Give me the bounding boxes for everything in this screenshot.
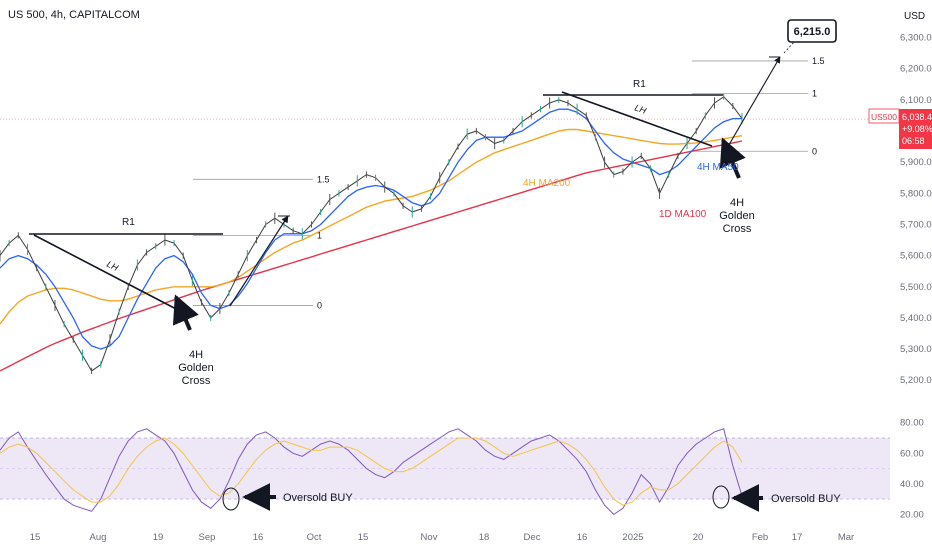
- ma50-label: 4H MA50: [697, 162, 739, 173]
- xtick-7: Nov: [421, 532, 438, 543]
- xtick-5: Oct: [307, 532, 322, 543]
- ytick-main-11: 6,300.0: [900, 33, 932, 44]
- xtick-4: 16: [253, 532, 264, 543]
- xtick-12: 20: [693, 532, 704, 543]
- target-box: [787, 19, 837, 43]
- lh-left-label: LH: [105, 259, 120, 273]
- golden-cross-left-arrow: [172, 294, 199, 331]
- series-ma100-1d-line: [0, 140, 743, 372]
- oversold-left-circle: [222, 487, 240, 511]
- fib-right-0-label: 0: [812, 146, 817, 156]
- ma200-label: 4H MA200: [523, 178, 571, 189]
- fib-left-1-5-label: 1.5: [317, 174, 330, 184]
- ytick-main-3: 5,500.0: [900, 282, 932, 293]
- ticker-badge-text: US500: [871, 112, 897, 122]
- xtick-3: Sep: [199, 532, 216, 543]
- fib-left-1-label: 1: [317, 230, 322, 240]
- xtick-15: Mar: [838, 532, 854, 543]
- rally-left-arrow: [229, 215, 289, 307]
- ytick-main-1: 5,300.0: [900, 344, 932, 355]
- xtick-8: 18: [479, 532, 490, 543]
- series-ma50-line: [0, 108, 742, 350]
- target-label: 6,215.0: [794, 26, 831, 38]
- golden-cross-right-arrow: [719, 137, 746, 179]
- price-badge: [899, 109, 932, 149]
- xtick-11: 2025: [622, 532, 643, 543]
- currency-label[interactable]: USD: [904, 11, 926, 22]
- ytick-rsi-0: 20.00: [900, 509, 924, 520]
- series-rsi-ma-line: [0, 437, 743, 506]
- xtick-6: 15: [358, 532, 369, 543]
- fib-right-1-label: 1: [812, 89, 817, 99]
- fib-left-0-label: 0: [317, 300, 322, 310]
- xtick-2: 19: [153, 532, 164, 543]
- ytick-main-0: 5,200.0: [900, 375, 932, 386]
- lh-right-line: [561, 91, 713, 147]
- chart-header: US 500, 4h, CAPITALCOM: [8, 9, 140, 21]
- oversold-right-circle: [712, 485, 730, 509]
- ytick-main-4: 5,600.0: [900, 251, 932, 262]
- ytick-main-9: 6,100.0: [900, 95, 932, 106]
- golden-cross-left-text-2: Cross: [182, 375, 211, 387]
- golden-cross-left-text-1: Golden: [178, 362, 213, 374]
- series-price-line: [0, 96, 743, 372]
- symbol-line: US 500, 4h, CAPITALCOM: [8, 9, 140, 21]
- ytick-rsi-3: 80.00: [900, 418, 924, 429]
- ytick-main-10: 6,200.0: [900, 64, 932, 75]
- price-badge-countdown: 06:58: [902, 136, 925, 146]
- ytick-main-5: 5,700.0: [900, 219, 932, 230]
- fib-right-1-5-label: 1.5: [812, 56, 825, 66]
- ma100-label: 1D MA100: [659, 209, 707, 220]
- xtick-0: 15: [30, 532, 41, 543]
- ytick-rsi-1: 40.00: [900, 479, 924, 490]
- lh-left-line: [33, 234, 181, 312]
- series-ma200-line: [0, 128, 743, 325]
- projection-arrow: [725, 56, 781, 151]
- golden-cross-right-text-1: Golden: [719, 210, 754, 222]
- xtick-10: 16: [577, 532, 588, 543]
- lh-right-label: LH: [633, 102, 648, 116]
- ytick-main-7: 5,900.0: [900, 157, 932, 168]
- r1-right-label: R1: [633, 79, 646, 90]
- oversold-right-label: Oversold BUY: [771, 493, 841, 505]
- price-badge-price: 6,038.4: [902, 112, 932, 122]
- xtick-13: Feb: [752, 532, 768, 543]
- golden-cross-right-text-0: 4H: [730, 197, 744, 209]
- series-rsi-line: [0, 428, 743, 516]
- xtick-14: 17: [792, 532, 803, 543]
- oversold-left-label: Oversold BUY: [283, 492, 353, 504]
- xtick-1: Aug: [90, 532, 107, 543]
- xtick-9: Dec: [524, 532, 541, 543]
- ytick-main-2: 5,400.0: [900, 313, 932, 324]
- target-leader: [783, 40, 796, 54]
- ytick-main-6: 5,800.0: [900, 188, 932, 199]
- ytick-rsi-2: 60.00: [900, 448, 924, 459]
- r1-left-label: R1: [122, 217, 135, 228]
- golden-cross-left-text-0: 4H: [189, 349, 203, 361]
- price-badge-change: +9.08%: [902, 124, 932, 134]
- golden-cross-right-text-2: Cross: [723, 223, 752, 235]
